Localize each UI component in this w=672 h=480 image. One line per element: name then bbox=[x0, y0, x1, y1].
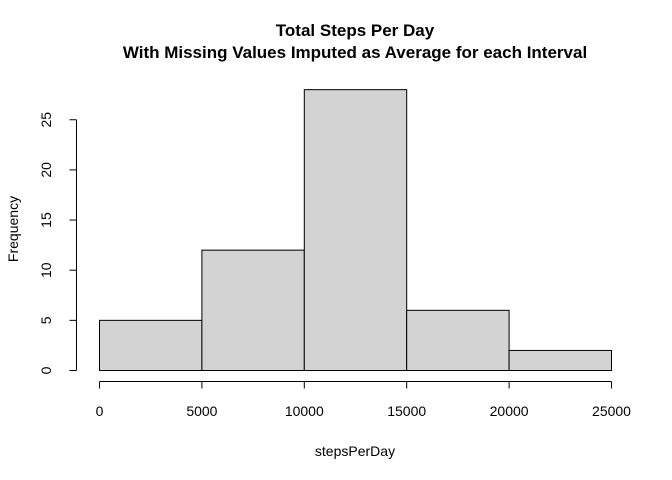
chart-title: Total Steps Per Day bbox=[276, 21, 435, 40]
histogram-bar bbox=[201, 249, 305, 371]
y-tick-label: 20 bbox=[38, 162, 54, 178]
y-tick-label: 25 bbox=[38, 112, 54, 128]
y-tick-label: 5 bbox=[38, 316, 54, 324]
y-tick-label: 15 bbox=[38, 212, 54, 228]
y-axis-label: Frequency bbox=[5, 196, 21, 262]
y-axis: 0 5 10 15 20 25 bbox=[38, 112, 77, 374]
histogram-bar bbox=[303, 89, 408, 371]
x-tick-label: 20000 bbox=[490, 403, 529, 419]
y-tick-label: 10 bbox=[38, 262, 54, 278]
histogram-bar bbox=[508, 349, 613, 372]
x-axis-label: stepsPerDay bbox=[315, 443, 395, 459]
x-axis: 0 5000 10000 15000 20000 25000 bbox=[96, 381, 631, 419]
y-tick-label: 0 bbox=[38, 366, 54, 374]
x-tick-label: 10000 bbox=[285, 403, 324, 419]
histogram-bar bbox=[406, 309, 510, 372]
histogram-bar bbox=[99, 319, 203, 372]
x-tick-label: 5000 bbox=[186, 403, 217, 419]
x-tick-label: 25000 bbox=[592, 403, 631, 419]
x-tick-label: 0 bbox=[96, 403, 104, 419]
chart-subtitle: With Missing Values Imputed as Average f… bbox=[123, 43, 587, 62]
x-tick-label: 15000 bbox=[387, 403, 426, 419]
bars-group bbox=[99, 89, 613, 372]
